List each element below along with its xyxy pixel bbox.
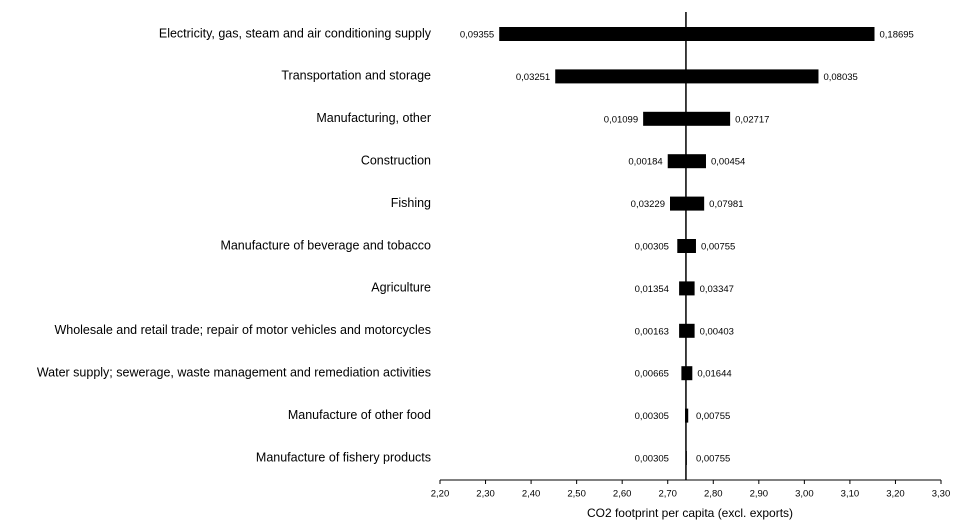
low-label: 0,00665 bbox=[635, 369, 669, 380]
x-tick-label: 2,20 bbox=[431, 489, 450, 500]
category-label: Manufacture of fishery products bbox=[256, 450, 431, 464]
low-label: 0,03229 bbox=[631, 199, 665, 210]
high-label: 0,00755 bbox=[696, 454, 730, 465]
category-label: Manufacture of other food bbox=[288, 408, 431, 422]
high-label: 0,00403 bbox=[700, 326, 734, 337]
high-label: 0,07981 bbox=[709, 199, 743, 210]
low-label: 0,00184 bbox=[628, 157, 662, 168]
bar bbox=[679, 323, 695, 338]
low-label: 0,01099 bbox=[604, 114, 638, 125]
bar bbox=[679, 281, 695, 296]
category-label: Wholesale and retail trade; repair of mo… bbox=[54, 323, 431, 337]
low-label: 0,00305 bbox=[635, 242, 669, 253]
low-label: 0,00305 bbox=[635, 454, 669, 465]
high-label: 0,18695 bbox=[880, 30, 914, 41]
x-tick-label: 2,60 bbox=[613, 489, 632, 500]
x-tick-label: 3,30 bbox=[932, 489, 951, 500]
category-label: Construction bbox=[361, 153, 431, 167]
x-tick-label: 3,10 bbox=[841, 489, 860, 500]
x-tick-label: 2,70 bbox=[658, 489, 677, 500]
high-label: 0,08035 bbox=[823, 72, 857, 83]
x-tick-label: 3,00 bbox=[795, 489, 814, 500]
high-label: 0,03347 bbox=[700, 284, 734, 295]
high-label: 0,02717 bbox=[735, 114, 769, 125]
low-label: 0,03251 bbox=[516, 72, 550, 83]
low-label: 0,00163 bbox=[635, 326, 669, 337]
bar bbox=[667, 154, 706, 169]
category-label: Transportation and storage bbox=[281, 69, 431, 83]
category-label: Fishing bbox=[391, 196, 431, 210]
low-label: 0,00305 bbox=[635, 411, 669, 422]
category-label: Manufacturing, other bbox=[316, 111, 431, 125]
bar bbox=[555, 69, 819, 84]
x-tick-label: 2,30 bbox=[476, 489, 495, 500]
x-tick-label: 2,40 bbox=[522, 489, 541, 500]
x-tick-label: 2,80 bbox=[704, 489, 723, 500]
high-label: 0,00755 bbox=[701, 242, 735, 253]
category-label: Electricity, gas, steam and air conditio… bbox=[159, 26, 432, 40]
x-tick-label: 2,50 bbox=[567, 489, 586, 500]
low-label: 0,09355 bbox=[460, 30, 494, 41]
x-tick-label: 2,90 bbox=[750, 489, 769, 500]
bar bbox=[681, 366, 693, 381]
category-label: Agriculture bbox=[371, 281, 431, 295]
low-label: 0,01354 bbox=[635, 284, 669, 295]
category-label: Water supply; sewerage, waste management… bbox=[37, 365, 431, 379]
bar bbox=[670, 196, 705, 211]
x-axis-title: CO2 footprint per capita (excl. exports) bbox=[587, 506, 793, 520]
bar bbox=[499, 27, 875, 41]
high-label: 0,00454 bbox=[711, 157, 745, 168]
high-label: 0,00755 bbox=[696, 411, 730, 422]
high-label: 0,01644 bbox=[697, 369, 731, 380]
category-label: Manufacture of beverage and tobacco bbox=[220, 238, 431, 252]
x-tick-label: 3,20 bbox=[886, 489, 905, 500]
